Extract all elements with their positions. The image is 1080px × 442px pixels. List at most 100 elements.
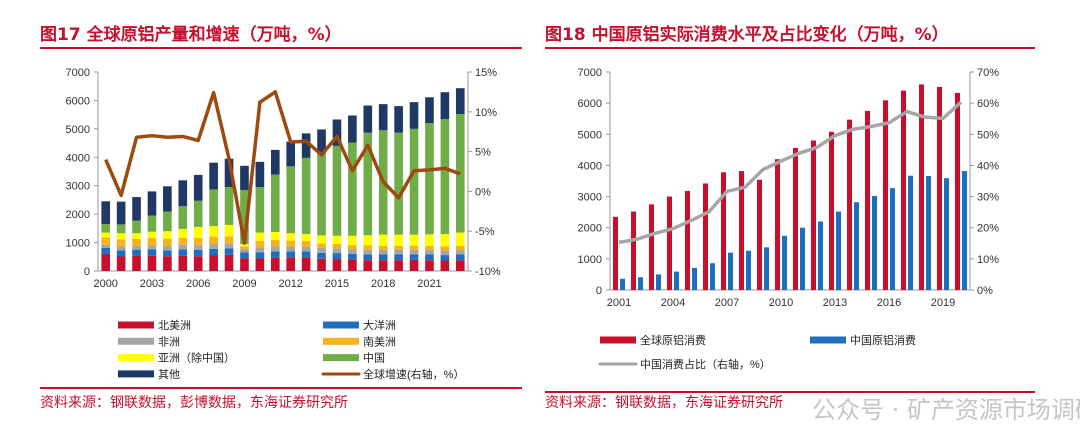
chart1-bar-4 bbox=[255, 232, 265, 241]
legend-label: 亚洲（除中国） bbox=[158, 351, 235, 365]
chart1-bar-0 bbox=[255, 258, 265, 271]
chart2-xtick-label: 2001 bbox=[607, 297, 631, 309]
legend-label: 中国 bbox=[363, 352, 385, 365]
chart2-ytick-label: 4000 bbox=[578, 160, 602, 172]
chart1-bar-4 bbox=[394, 234, 403, 246]
chart2-bar-1 bbox=[620, 278, 626, 290]
chart1-bar-1 bbox=[163, 250, 172, 257]
chart2-bar-1 bbox=[638, 277, 644, 290]
legend-label: 其他 bbox=[158, 368, 180, 381]
chart2-line-series bbox=[618, 100, 963, 245]
chart1-legend-item: 非洲 bbox=[118, 335, 180, 348]
chart1-bar-1 bbox=[240, 252, 249, 259]
chart2-bar-0 bbox=[882, 100, 888, 290]
chart2-bar-1 bbox=[818, 221, 824, 290]
chart1-xtick-label: 2000 bbox=[93, 278, 117, 290]
watermark: 公众号 · 矿产资源市场调研 bbox=[812, 396, 1080, 424]
chart1-bar-6 bbox=[409, 102, 419, 129]
chart1-ytick-label: 6000 bbox=[66, 95, 90, 107]
chart1-bar-5 bbox=[301, 157, 311, 235]
chart1-bar-0 bbox=[363, 260, 373, 271]
legend-swatch bbox=[118, 337, 154, 345]
legend-swatch bbox=[118, 370, 154, 378]
chart1-bar-3 bbox=[332, 243, 342, 249]
chart2-legend-item: 中国消费占比（右轴，%） bbox=[598, 357, 771, 371]
chart1-bar-0 bbox=[163, 256, 172, 271]
chart2-bar-1 bbox=[962, 171, 968, 290]
chart2-bar-1 bbox=[746, 250, 752, 290]
chart1-bar-0 bbox=[193, 256, 203, 271]
legend-label: 全球增速(右轴，%） bbox=[363, 367, 464, 381]
chart1-bar-6 bbox=[286, 141, 296, 167]
chart1-bar-4 bbox=[378, 234, 388, 246]
chart1-bar-0 bbox=[409, 259, 419, 271]
chart1-ytick-label: 4000 bbox=[66, 152, 90, 164]
chart1-bar-4 bbox=[240, 243, 249, 247]
chart1-bar-3 bbox=[425, 245, 434, 250]
chart1-bar-0 bbox=[132, 255, 141, 271]
chart1-bar-5 bbox=[348, 142, 357, 236]
chart1-bar-4 bbox=[286, 233, 296, 241]
chart1-bar-6 bbox=[348, 115, 357, 143]
chart1-bar-1 bbox=[116, 250, 126, 257]
chart1-bar-1 bbox=[440, 255, 450, 261]
chart1-bar-4 bbox=[147, 231, 157, 239]
chart2-source: 资料来源：钢联数据，东海证券研究所 bbox=[545, 395, 783, 411]
chart2-y2tick-label: 60% bbox=[977, 98, 999, 110]
chart2-bar-0 bbox=[918, 84, 924, 290]
chart1-ytick-label: 0 bbox=[84, 266, 90, 278]
chart1-bar-6 bbox=[116, 201, 126, 225]
chart1-bar-6 bbox=[270, 149, 280, 175]
chart1-bar-4 bbox=[224, 224, 234, 237]
chart1-bar-3 bbox=[178, 237, 188, 245]
chart1-bar-4 bbox=[455, 232, 465, 246]
chart1-bar-4 bbox=[193, 226, 203, 239]
chart1-bar-4 bbox=[178, 228, 188, 238]
chart1-bar-5 bbox=[270, 174, 280, 233]
chart2-bar-1 bbox=[908, 175, 914, 290]
chart1-bar-5 bbox=[317, 153, 326, 236]
chart1-bar-0 bbox=[270, 257, 280, 271]
chart1-bar-5 bbox=[409, 128, 419, 235]
chart1-bar-5 bbox=[425, 123, 434, 235]
chart1-bar-1 bbox=[147, 249, 157, 256]
chart2-ytick-label: 5000 bbox=[578, 129, 602, 141]
chart2-bar-0 bbox=[828, 131, 834, 290]
chart1-bar-4 bbox=[101, 232, 111, 238]
chart1-bar-3 bbox=[193, 238, 203, 246]
chart2-bar-0 bbox=[630, 211, 636, 290]
chart1-bar-6 bbox=[332, 119, 342, 146]
chart1-bar-1 bbox=[409, 254, 419, 260]
chart1-bar-2 bbox=[317, 247, 326, 253]
chart1-bar-4 bbox=[348, 235, 357, 246]
chart2-bar-1 bbox=[890, 188, 896, 290]
chart1-bar-4 bbox=[317, 235, 326, 244]
chart1-bar-4 bbox=[270, 232, 280, 241]
chart1-bar-5 bbox=[224, 187, 234, 225]
chart1-source: 资料来源：钢联数据，彭博数据，东海证券研究所 bbox=[40, 395, 348, 411]
chart1-bar-2 bbox=[193, 245, 203, 250]
chart2-bar-0 bbox=[720, 172, 726, 290]
chart2-xtick-label: 2007 bbox=[715, 297, 739, 309]
chart1-bar-3 bbox=[394, 245, 403, 250]
chart2-bar-0 bbox=[846, 119, 852, 290]
chart1-bar-1 bbox=[132, 249, 141, 256]
chart2-legend-item: 中国原铝消费 bbox=[810, 333, 916, 347]
chart2-bar-0 bbox=[666, 196, 672, 290]
chart1-bar-4 bbox=[132, 233, 141, 239]
chart2-bar-0 bbox=[774, 159, 780, 290]
chart1-bar-0 bbox=[224, 254, 234, 271]
chart1-bar-1 bbox=[332, 253, 342, 260]
chart1-bar-1 bbox=[394, 254, 403, 261]
chart1-bar-0 bbox=[209, 255, 218, 271]
chart1-legend-item: 其他 bbox=[118, 368, 180, 381]
chart1-bar-5 bbox=[394, 132, 403, 235]
chart1-bar-1 bbox=[286, 251, 296, 258]
chart1-bar-0 bbox=[178, 255, 188, 271]
chart1-bar-2 bbox=[332, 248, 342, 254]
chart1-line-series bbox=[104, 90, 461, 245]
chart1-bar-2 bbox=[255, 247, 265, 253]
chart2-bar-1 bbox=[944, 178, 950, 290]
chart2-source-rule bbox=[545, 391, 1035, 393]
chart2-y2tick-label: 70% bbox=[977, 67, 999, 79]
